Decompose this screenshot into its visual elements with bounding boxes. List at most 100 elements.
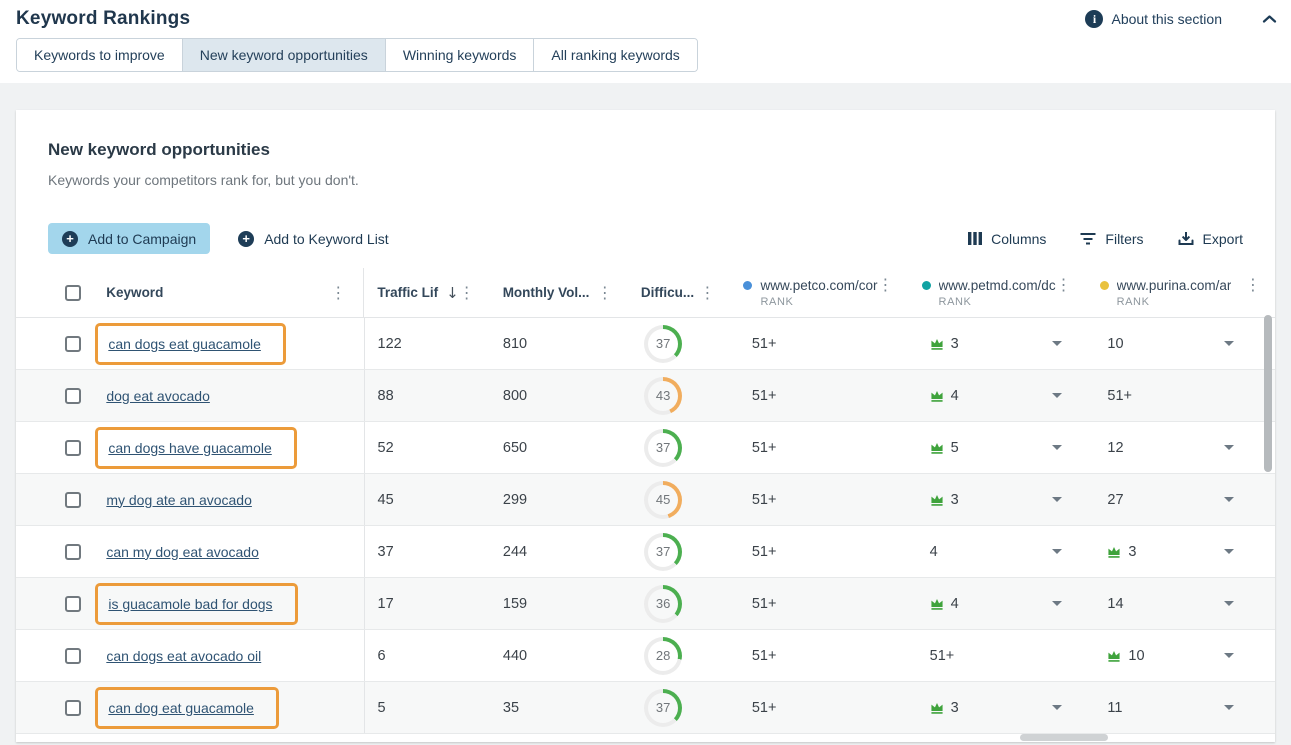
table-row: is guacamole bad for dogs 17 159 36 51+ 4 14 [16,578,1275,630]
select-all-cell [48,268,95,317]
columns-button[interactable]: Columns [968,231,1046,247]
rank-dropdown-arrow[interactable] [1052,445,1063,450]
rank-value: 14 [1107,595,1124,612]
filters-button[interactable]: Filters [1080,231,1144,247]
row-select-cell [48,578,95,629]
rank-cell-www-petco-com-cor: 51+ [732,630,910,681]
rank-dropdown-arrow[interactable] [1224,445,1235,450]
table-header-row: Keyword ⋮ Traffic Lif ↓ ⋮ Monthly Vol...… [16,268,1275,318]
difficulty-value: 43 [655,388,671,403]
table-row: can dog eat guacamole 5 35 37 51+ 3 11 [16,682,1275,734]
tab-winning-keywords[interactable]: Winning keywords [385,39,535,71]
table-row: can dogs have guacamole 52 650 37 51+ 5 12 [16,422,1275,474]
vertical-scrollbar-thumb[interactable] [1264,315,1272,472]
rank-value: 51+ [751,595,777,612]
keyword-link[interactable]: can dogs eat guacamole [108,335,261,352]
keyword-link[interactable]: can dogs have guacamole [108,439,272,456]
about-this-section: i About this section [1085,10,1277,28]
rank-dropdown-arrow[interactable] [1052,549,1063,554]
add-to-keyword-list-button[interactable]: + Add to Keyword List [224,223,403,254]
export-download-icon [1178,231,1194,246]
traffic-lift-cell: 88 [363,370,491,421]
tab-all-ranking-keywords[interactable]: All ranking keywords [534,39,697,71]
rank-cell-www-purina-com-ar: 10 [1087,318,1275,369]
plus-icon: + [62,230,78,247]
rank-value: 4 [929,543,938,560]
about-this-section-link[interactable]: About this section [1111,11,1222,27]
rank-dropdown-arrow[interactable] [1224,497,1235,502]
chevron-up-icon[interactable] [1262,14,1277,24]
rank-dropdown-arrow[interactable] [1224,705,1235,710]
rank-dropdown-arrow[interactable] [1224,549,1235,554]
rank-value: 11 [1107,699,1123,716]
rank-dropdown-arrow[interactable] [1224,653,1235,658]
rank-cell-www-petmd-com-dc: 3 [910,682,1088,733]
monthly-volume-value: 35 [502,699,520,716]
domain-header-label: www.petmd.com/dc [938,277,1056,293]
row-checkbox[interactable] [65,491,81,508]
traffic-lift-value: 45 [377,491,394,508]
kebab-menu-icon[interactable]: ⋮ [877,275,894,294]
rank-value: 3 [950,335,959,352]
kebab-menu-icon[interactable]: ⋮ [596,282,613,302]
rank-dropdown-arrow[interactable] [1052,341,1063,346]
row-checkbox[interactable] [65,595,81,612]
difficulty-gauge: 43 [644,376,683,415]
horizontal-scrollbar-thumb[interactable] [1020,734,1108,741]
add-to-campaign-button[interactable]: + Add to Campaign [48,223,211,254]
row-select-cell [48,370,95,421]
rank-value: 4 [950,595,959,612]
tab-keywords-to-improve[interactable]: Keywords to improve [17,39,183,71]
domain-column-header-www-petmd-com-dc: www.petmd.com/dc ⋮ RANK [910,268,1088,317]
traffic-lift-value: 5 [377,699,386,716]
rank-cell-www-purina-com-ar: 51+ [1087,370,1275,421]
rank-dropdown-arrow[interactable] [1224,601,1235,606]
rank-value: 51+ [751,647,777,664]
keyword-link[interactable]: is guacamole bad for dogs [108,595,273,612]
keyword-link[interactable]: can dogs eat avocado oil [106,647,262,664]
keyword-column-header: Keyword ⋮ [95,268,363,317]
keyword-link[interactable]: can my dog eat avocado [106,543,259,560]
sort-descending-icon[interactable]: ↓ [446,283,459,302]
monthly-volume-header-label: Monthly Vol... [502,285,590,300]
row-checkbox[interactable] [65,543,81,560]
table-row: can dogs eat avocado oil 6 440 28 51+ 51+ 10 [16,630,1275,682]
select-all-checkbox[interactable] [65,284,81,301]
keyword-link[interactable]: my dog ate an avocado [106,491,252,508]
rank-cell-www-petmd-com-dc: 4 [910,370,1088,421]
keyword-link[interactable]: can dog eat guacamole [108,699,254,716]
kebab-menu-icon[interactable]: ⋮ [330,282,347,302]
table-tools: Columns Filters Export [968,231,1243,247]
kebab-menu-icon[interactable]: ⋮ [1244,275,1261,294]
rank-dropdown-arrow[interactable] [1052,601,1063,606]
row-checkbox[interactable] [65,439,81,456]
rank-dropdown-arrow[interactable] [1052,497,1063,502]
rank-dropdown-arrow[interactable] [1052,705,1063,710]
monthly-volume-value: 244 [502,543,528,560]
rank-dropdown-arrow[interactable] [1224,341,1235,346]
keyword-link[interactable]: dog eat avocado [106,387,210,404]
row-select-cell [48,422,95,473]
row-checkbox[interactable] [65,647,81,664]
difficulty-header-label: Difficu... [640,285,695,300]
export-button[interactable]: Export [1178,231,1243,247]
kebab-menu-icon[interactable]: ⋮ [1055,275,1072,294]
difficulty-gauge: 37 [644,532,683,571]
kebab-menu-icon[interactable]: ⋮ [458,282,475,302]
difficulty-cell: 28 [629,630,732,681]
row-checkbox[interactable] [65,335,81,352]
rank-cell-www-petco-com-cor: 51+ [732,370,910,421]
keyword-cell: can dog eat guacamole [95,682,363,733]
rank-value: 5 [950,439,959,456]
traffic-lift-cell: 52 [363,422,491,473]
kebab-menu-icon[interactable]: ⋮ [699,282,716,302]
export-label: Export [1202,230,1243,247]
tab-new-keyword-opportunities[interactable]: New keyword opportunities [182,39,386,71]
table-row: dog eat avocado 88 800 43 51+ 4 51+ [16,370,1275,422]
rank-dropdown-arrow[interactable] [1052,393,1063,398]
row-checkbox[interactable] [65,699,81,716]
monthly-volume-cell: 244 [491,526,629,577]
monthly-volume-value: 650 [502,439,528,456]
keyword-cell: is guacamole bad for dogs [95,578,363,629]
row-checkbox[interactable] [65,387,81,404]
